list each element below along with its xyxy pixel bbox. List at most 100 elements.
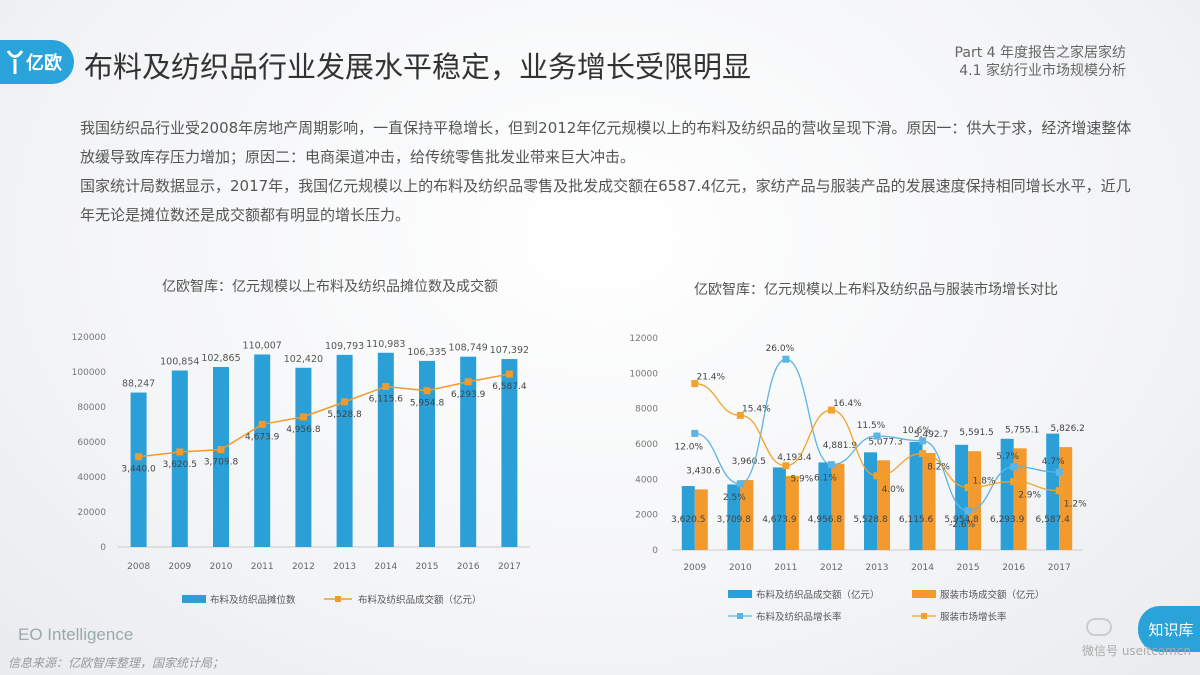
- chart2-bar-fabric-label: 5,528.8: [853, 515, 888, 525]
- chart2-point-fabric-growth: [736, 480, 744, 488]
- chart2-point-fabric-growth: [919, 437, 927, 445]
- chart2-point-apparel-growth: [736, 411, 744, 419]
- chart2-bar-fabric: [681, 486, 695, 550]
- logo-text: 亿欧: [26, 53, 62, 74]
- section-subpart: 4.1 家纺行业市场规模分析: [959, 63, 1126, 79]
- watermark-badge: 知识库: [1138, 606, 1200, 652]
- chart1-legend-bar-swatch: [182, 595, 206, 603]
- chart1-line-label: 3,620.5: [163, 460, 197, 470]
- chart1-bar: [460, 356, 477, 547]
- chart2-x-tick: 2012: [820, 563, 843, 573]
- section-part: Part 4 年度报告之家居家纺: [954, 45, 1126, 61]
- chart2-bar-fabric: [772, 467, 786, 550]
- chart2-y-tick: 12000: [629, 334, 658, 344]
- chart1-x-tick: 2008: [127, 562, 150, 572]
- chart2-y-tick: 10000: [629, 369, 658, 379]
- chart2-x-tick: 2014: [911, 563, 934, 573]
- chart2-legend-fabric-label: 布料及纺织品成交额（亿元）: [756, 589, 880, 601]
- chart2-x-tick: 2011: [774, 563, 797, 573]
- chart1-line-label: 3,709.8: [204, 458, 239, 468]
- chart2-bar-fabric-label: 3,709.8: [717, 515, 752, 525]
- chart2-bar-apparel-label: 4,193.4: [777, 453, 812, 463]
- chart1-line-point: [299, 413, 307, 421]
- chart2-bar-apparel: [968, 451, 982, 550]
- chart2-label-apparel-growth: 5.9%: [790, 475, 813, 485]
- chart1-bar: [295, 367, 312, 547]
- chart1: 0 20000 40000 60000 80000 100000 120000 88,247 2…: [72, 333, 530, 606]
- watermark-handle: 微信号 useitcomcn: [1082, 644, 1191, 658]
- chart2-bar-fabric: [818, 462, 832, 550]
- chart2-bar-apparel: [785, 475, 799, 550]
- chart1-line-label: 4,673.9: [245, 432, 280, 442]
- chart1-bar-label: 102,865: [201, 353, 240, 364]
- chart2-y-tick: 8000: [635, 405, 658, 415]
- chart1-line-point: [382, 382, 390, 390]
- chart2-bar-apparel: [740, 480, 754, 550]
- chart1-line-label: 6,293.9: [451, 390, 486, 400]
- chart2-point-fabric-growth: [1055, 468, 1063, 476]
- chart1-line-point: [217, 446, 225, 454]
- chart1-x-tick: 2012: [292, 562, 315, 572]
- chart1-bar-label: 88,247: [122, 379, 155, 390]
- chart2-label-apparel-growth: 21.4%: [696, 373, 725, 383]
- chart1-bar: [336, 354, 353, 547]
- chart1-line-point: [341, 398, 349, 406]
- chart2-bar-apparel-label: 3,430.6: [686, 466, 721, 476]
- chart2-label-apparel-growth: 8.2%: [927, 463, 950, 473]
- chart2-bar-apparel-label: 5,591.5: [959, 428, 993, 438]
- chart1-y-tick: 100000: [72, 368, 106, 378]
- chart1-x-tick: 2010: [210, 562, 233, 572]
- chart1-line-point: [464, 378, 472, 386]
- intro-paragraph-2: 国家统计局数据显示，2017年，我国亿元规模以上的布料及纺织品零售及批发成交额在…: [80, 177, 1131, 224]
- chart2-x-tick: 2016: [1002, 563, 1025, 573]
- intro-text: 我国纺织品行业受2008年房地产周期影响，一直保持平稳增长，但到2012年亿元规…: [80, 114, 1140, 230]
- chart2-legend-apparel-swatch: [912, 590, 936, 598]
- chart2-point-apparel-growth: [827, 406, 835, 414]
- chart1-bar: [377, 352, 394, 547]
- brand-logo: 亿欧: [0, 40, 74, 84]
- chart1-bar-label: 108,749: [449, 343, 488, 354]
- chart2-bar-fabric: [727, 484, 741, 550]
- chart2-bar-apparel: [1013, 448, 1027, 550]
- chart2-label-fabric-growth: -2.6%: [949, 520, 976, 530]
- chart1-bar: [419, 360, 435, 547]
- chart2-point-fabric-growth: [873, 432, 881, 440]
- chart1-line-point: [505, 370, 513, 378]
- chart1-bar-label: 107,392: [490, 345, 529, 356]
- chart2-bar-apparel-label: 4,881.9: [823, 441, 858, 451]
- chart1-line-label: 6,587.4: [492, 382, 527, 392]
- chart1-x-tick: 2014: [374, 562, 397, 572]
- chart1-x-tick: 2016: [457, 562, 480, 572]
- chart2-bar-apparel-label: 3,960.5: [732, 457, 766, 467]
- chart2-x-tick: 2010: [729, 563, 752, 573]
- chart2-legend-fabric-growth-marker: [737, 613, 743, 619]
- chart2-legend-fabric-growth-label: 布料及纺织品增长率: [756, 611, 842, 623]
- chart2-point-apparel-growth: [919, 450, 927, 458]
- chart2-x-tick: 2013: [866, 563, 889, 573]
- logo-mark-icon: [6, 50, 24, 74]
- chart1-line-label: 5,528.8: [327, 410, 362, 420]
- chart2-y-tick: 6000: [635, 440, 658, 450]
- chart1-legend-line-label: 布料及纺织品成交额（亿元）: [358, 594, 482, 606]
- chart2-legend-fabric-swatch: [728, 590, 752, 598]
- chart2: 0 2000 4000 6000 8000 10000 12000 3,620.5 3,430.…: [629, 334, 1087, 623]
- footer-brand: EO Intelligence: [18, 625, 134, 644]
- chart1-line-point: [258, 420, 266, 428]
- chart2-bar-fabric: [1046, 433, 1060, 550]
- chart2-x-tick: 2015: [957, 563, 980, 573]
- chart1-x-tick: 2011: [251, 562, 274, 572]
- chart1-bar-label: 100,854: [160, 357, 199, 368]
- chart2-label-fabric-growth: 4.7%: [1042, 457, 1065, 467]
- chart1-bar-label: 106,335: [407, 347, 446, 358]
- chart2-bar-fabric-label: 5,954.8: [944, 515, 979, 525]
- chart1-line-point: [135, 453, 143, 461]
- chart2-bar-apparel-label: 5,077.3: [868, 437, 902, 447]
- chart1-bar: [501, 359, 518, 547]
- chart2-point-apparel-growth: [782, 462, 790, 470]
- chart2-bar-fabric: [909, 441, 923, 550]
- section-label: Part 4 年度报告之家居家纺 4.1 家纺行业市场规模分析: [955, 44, 1126, 80]
- chart2-point-apparel-growth: [964, 483, 972, 491]
- footer-source: 信息来源：亿欧智库整理，国家统计局；: [8, 656, 225, 670]
- chart1-y-tick: 0: [100, 543, 106, 553]
- chart2-label-fabric-growth: 6.1%: [814, 474, 837, 484]
